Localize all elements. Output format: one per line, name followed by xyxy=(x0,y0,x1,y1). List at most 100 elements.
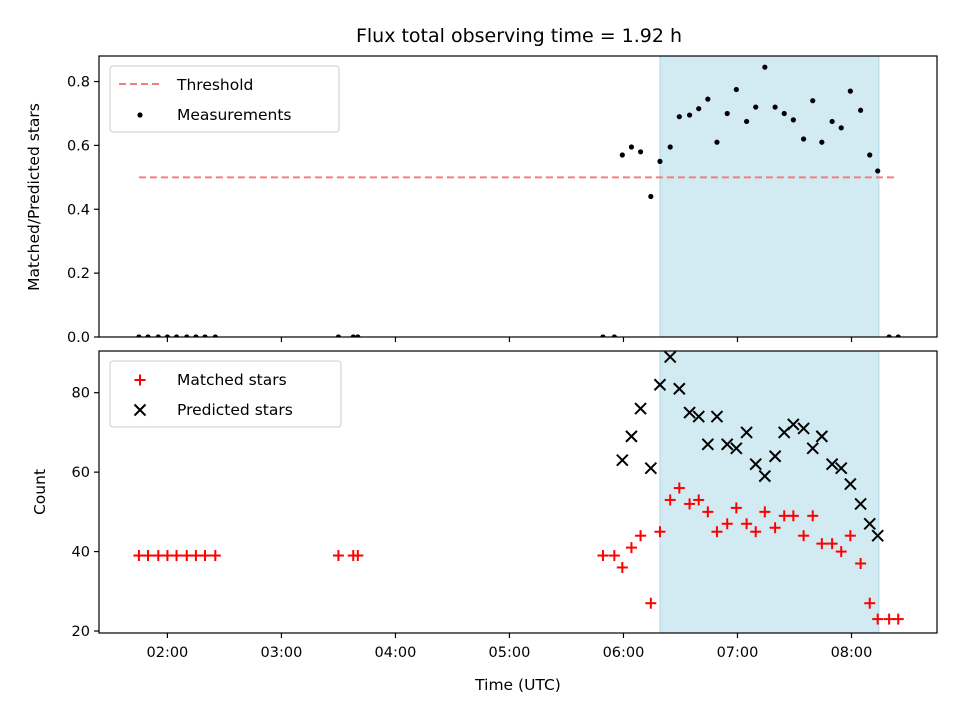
matched-star-point xyxy=(864,597,876,609)
measurement-point xyxy=(762,64,768,70)
matched-star-point xyxy=(807,510,819,522)
measurement-point xyxy=(619,152,625,158)
predicted-star-point xyxy=(758,469,772,483)
x-tick-label: 08:00 xyxy=(831,645,873,661)
predicted-star-point-b xyxy=(683,406,696,419)
legend-matched-swatch xyxy=(134,374,146,386)
matched-star-point xyxy=(892,613,904,625)
predicted-star-point xyxy=(673,382,686,395)
matched-star-point xyxy=(730,502,742,514)
measurement-point xyxy=(819,139,825,145)
matched-star-point xyxy=(855,557,867,569)
bottom-axes-frame xyxy=(98,350,938,634)
matched-star-point xyxy=(721,518,733,530)
matched-star-point xyxy=(826,538,838,550)
y-tick-label: 80 xyxy=(72,386,90,402)
legend-x-marker xyxy=(133,403,147,417)
matched-star-point xyxy=(872,613,884,625)
x-tick-label: 04:00 xyxy=(375,645,417,661)
measurement-point xyxy=(212,334,218,337)
measurement-point xyxy=(202,334,208,337)
predicted-star-point xyxy=(835,461,848,475)
matched-star-point xyxy=(616,561,628,573)
y-tick-label: 60 xyxy=(72,465,90,481)
x-tick-label: 02:00 xyxy=(147,645,189,661)
y-tick-label: 0.0 xyxy=(67,330,90,346)
measurement-point xyxy=(895,334,901,337)
x-tick-label: 07:00 xyxy=(717,645,759,661)
measurement-point xyxy=(753,104,759,110)
predicted-star-point-b xyxy=(768,450,782,463)
x-axis-label: Time (UTC) xyxy=(474,676,561,694)
measurement-point xyxy=(686,112,693,118)
predicted-star-point-b xyxy=(854,497,867,511)
legend-measurement-swatch xyxy=(137,112,143,118)
bottom-legend: Matched stars Predicted stars xyxy=(109,360,342,428)
measurement-point xyxy=(193,334,199,337)
matched-star-point xyxy=(693,494,705,506)
y-tick-label: 0.2 xyxy=(67,266,90,282)
predicted-star-point-b xyxy=(692,410,705,423)
predicted-star-point-b xyxy=(634,402,647,415)
predicted-star-point xyxy=(692,410,705,423)
measurement-point xyxy=(858,107,864,113)
predicted-star-point xyxy=(730,442,743,455)
top-y-axis-label: Matched/Predicted stars xyxy=(25,103,43,291)
measurement-point xyxy=(164,334,171,337)
measurement-point xyxy=(733,86,739,93)
predicted-star-point xyxy=(644,461,658,475)
bottom-x-ticks: 02:00 03:00 04:00 05:00 06:00 07:00 08:00 xyxy=(147,633,873,661)
matched-star-point xyxy=(769,522,781,534)
measurement-point xyxy=(714,139,720,145)
predicted-star-point-b xyxy=(721,438,734,451)
matched-star-point xyxy=(199,550,211,562)
measurement-point xyxy=(355,334,361,337)
measurement-point xyxy=(724,110,730,117)
measurement-point xyxy=(184,334,190,337)
predicted-star-point-b xyxy=(815,430,829,443)
predicted-star-point-b xyxy=(730,442,743,455)
matched-star-point xyxy=(664,494,676,506)
predicted-star-point xyxy=(616,454,629,467)
bottom-panel: 02:00 03:00 04:00 05:00 06:00 07:00 08:00 20 40… xyxy=(31,350,938,694)
measurement-point xyxy=(637,149,644,155)
measurement-point xyxy=(886,334,892,337)
predicted-star-point xyxy=(768,450,782,463)
legend-matched-label: Matched stars xyxy=(177,371,287,389)
matched-star-point xyxy=(597,550,609,562)
matched-star-point xyxy=(673,482,685,494)
predicted-star-point-b xyxy=(844,477,857,491)
predicted-star-point xyxy=(787,418,800,431)
y-tick-label: 20 xyxy=(72,624,90,640)
matched-star-point xyxy=(741,518,753,530)
matched-star-point xyxy=(816,538,828,550)
y-tick-label: 0.4 xyxy=(67,202,90,218)
matched-star-point xyxy=(171,550,183,562)
predicted-star-point xyxy=(721,438,734,451)
matched-star-point xyxy=(844,530,856,542)
legend-plus-marker xyxy=(134,374,146,386)
y-tick-label: 0.6 xyxy=(67,138,90,154)
top-axes-frame xyxy=(98,55,938,338)
predicted-star-point xyxy=(740,426,753,439)
measurement-point xyxy=(838,125,844,131)
matched-star-point xyxy=(608,550,620,562)
measurement-point xyxy=(847,88,853,94)
measurement-point xyxy=(801,136,807,142)
predicted-star-point xyxy=(701,438,715,451)
predicted-star-point-b xyxy=(740,426,753,439)
measurement-point xyxy=(335,334,342,337)
matched-star-point xyxy=(798,530,810,542)
predicted-star-point xyxy=(844,477,857,491)
predicted-star-point xyxy=(634,402,647,415)
measurement-point xyxy=(611,334,617,337)
predicted-star-point xyxy=(863,517,876,530)
predicted-star-point xyxy=(749,457,762,471)
matched-star-point xyxy=(711,526,723,538)
top-legend-box xyxy=(109,65,340,133)
measurement-point xyxy=(790,117,796,123)
predicted-star-point-b xyxy=(673,382,686,395)
x-tick-label: 06:00 xyxy=(603,645,645,661)
measurement-point xyxy=(867,152,873,158)
